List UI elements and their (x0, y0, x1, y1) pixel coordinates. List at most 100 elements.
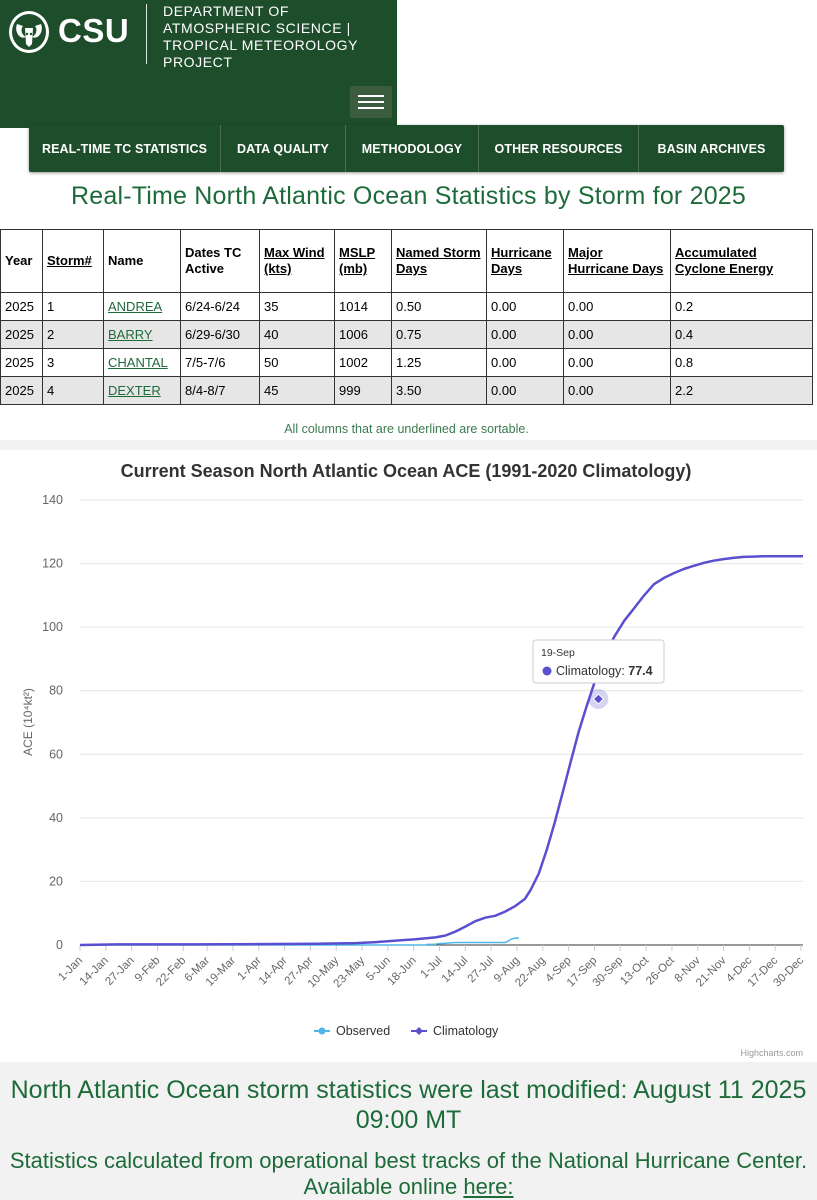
table-cell-named-storm-days: 3.50 (391, 376, 487, 405)
page-title: Real-Time North Atlantic Ocean Statistic… (70, 182, 747, 210)
table-cell-name: CHANTAL (103, 348, 181, 377)
table-cell-name: ANDREA (103, 292, 181, 321)
table-cell-mslp: 1002 (334, 348, 392, 377)
series-line-climatology[interactable] (79, 555, 803, 947)
csu-ram-logo-icon[interactable] (8, 10, 50, 54)
table-cell-storm-number: 1 (42, 292, 104, 321)
table-cell-dates: 6/24-6/24 (180, 292, 260, 321)
department-line: DEPARTMENT OF (163, 3, 290, 19)
table-cell-dates: 8/4-8/7 (180, 376, 260, 405)
table-cell-storm-number: 2 (42, 320, 104, 349)
legend-observed-circle-icon (318, 1027, 326, 1035)
tooltip-colon: : (621, 664, 628, 678)
table-row: 2025 2 BARRY 6/29-6/30 40 1006 0.75 0.00… (0, 320, 813, 349)
legend-climatology-diamond-icon (415, 1027, 423, 1035)
hover-point-diamond-icon[interactable] (592, 693, 605, 705)
hamburger-menu-icon (358, 95, 384, 97)
footer-strip (0, 1062, 817, 1200)
y-axis-label: ACE (10⁴kt²) (21, 688, 35, 756)
nav-item-real-time-tc-statistics[interactable]: REAL-TIME TC STATISTICS (29, 125, 221, 172)
table-cell-ace: 0.4 (670, 320, 813, 349)
source-link[interactable]: here: (463, 1174, 514, 1199)
table-cell-name: DEXTER (103, 376, 181, 405)
table-cell-hurricane-days: 0.00 (486, 376, 564, 405)
series-line-observed[interactable] (80, 937, 519, 946)
table-cell-year: 2025 (0, 292, 43, 321)
y-tick-label: 40 (49, 811, 63, 825)
hamburger-menu-icon (358, 107, 384, 109)
table-cell-storm-number: 3 (42, 348, 104, 377)
department-name: DEPARTMENT OF ATMOSPHERIC SCIENCE | TROP… (163, 3, 393, 71)
series-layer (79, 555, 803, 947)
table-cell-ace: 0.8 (670, 348, 813, 377)
table-cell-ace: 0.2 (670, 292, 813, 321)
table-cell-dates: 6/29-6/30 (180, 320, 260, 349)
table-cell-major-hurricane-days: 0.00 (563, 292, 671, 321)
storm-link[interactable]: ANDREA (108, 299, 163, 314)
x-tick-label: 14-Jul (440, 955, 471, 986)
column-header-major-hurricane-days[interactable]: Major Hurricane Days (563, 229, 671, 293)
hover-marker-layer (588, 688, 609, 709)
legend-item-climatology[interactable]: Climatology (411, 1024, 499, 1038)
column-header-year: Year (0, 229, 43, 293)
nav-item-data-quality[interactable]: DATA QUALITY (221, 125, 346, 172)
table-cell-named-storm-days: 0.75 (391, 320, 487, 349)
table-cell-storm-number: 4 (42, 376, 104, 405)
column-header-mslp[interactable]: MSLP (mb) (334, 229, 392, 293)
table-cell-ace: 2.2 (670, 376, 813, 405)
tooltip: 19-Sep Climatology: 77.4 (532, 639, 665, 684)
tooltip-series-name: Climatology (556, 664, 622, 678)
table-row: 2025 4 DEXTER 8/4-8/7 45 999 3.50 0.00 0… (0, 376, 813, 405)
table-cell-hurricane-days: 0.00 (486, 320, 564, 349)
nav-item-basin-archives[interactable]: BASIN ARCHIVES (657, 141, 766, 156)
table-cell-max-wind: 40 (259, 320, 335, 349)
table-cell-max-wind: 45 (259, 376, 335, 405)
table-cell-max-wind: 50 (259, 348, 335, 377)
table-cell-max-wind: 35 (259, 292, 335, 321)
column-header-hurricane-days[interactable]: Hurricane Days (486, 229, 564, 293)
source-text-block: Statistics calculated from operational b… (0, 1148, 817, 1200)
column-header-named-storm-days[interactable]: Named Storm Days (391, 229, 487, 293)
table-row: 2025 1 ANDREA 6/24-6/24 35 1014 0.50 0.0… (0, 292, 813, 321)
table-cell-year: 2025 (0, 376, 43, 405)
table-cell-major-hurricane-days: 0.00 (563, 348, 671, 377)
hamburger-menu-button[interactable] (350, 86, 392, 118)
tooltip-box (532, 639, 665, 684)
column-header-storm-number[interactable]: Storm# (42, 229, 104, 293)
storm-link[interactable]: BARRY (108, 327, 153, 342)
storm-statistics-table: Year Storm# Name Dates TC Active Max Win… (0, 229, 813, 405)
y-tick-label: 0 (56, 938, 63, 952)
x-tick-labels: 1-Jan14-Jan27-Jan9-Feb22-Feb6-Mar19-Mar1… (56, 954, 806, 990)
tooltip-date: 19-Sep (541, 647, 575, 659)
table-cell-named-storm-days: 1.25 (391, 348, 487, 377)
legend-item-observed[interactable]: Observed (314, 1024, 390, 1038)
nav-item-other-resources[interactable]: OTHER RESOURCES (479, 125, 639, 172)
chart-top-strip (0, 440, 817, 450)
last-modified-text: North Atlantic Ocean storm statistics we… (10, 1076, 807, 1134)
y-tick-label: 80 (49, 684, 63, 698)
table-cell-hurricane-days: 0.00 (486, 348, 564, 377)
column-header-max-wind[interactable]: Max Wind (kts) (259, 229, 335, 293)
table-cell-mslp: 1006 (334, 320, 392, 349)
logo-divider (146, 4, 147, 64)
table-cell-year: 2025 (0, 348, 43, 377)
chart-title: Current Season North Atlantic Ocean ACE … (121, 461, 692, 481)
main-nav: REAL-TIME TC STATISTICS DATA QUALITY MET… (29, 125, 784, 172)
highcharts-credit[interactable]: Highcharts.com (740, 1048, 803, 1058)
storm-link[interactable]: CHANTAL (108, 355, 168, 370)
storm-link[interactable]: DEXTER (108, 383, 161, 398)
x-tick-label: 22-Feb (154, 955, 188, 989)
tooltip-series-dot-icon (542, 666, 552, 676)
x-tick-label: 26-Oct (644, 954, 677, 987)
table-cell-year: 2025 (0, 320, 43, 349)
table-cell-mslp: 999 (334, 376, 392, 405)
ace-chart-panel: Current Season North Atlantic Ocean ACE … (0, 450, 817, 1062)
column-header-ace[interactable]: Accumulated Cyclone Energy (670, 229, 813, 293)
department-line: PROJECT (163, 54, 233, 70)
y-tick-label: 60 (49, 747, 63, 761)
column-header-dates-active: Dates TC Active (180, 229, 260, 293)
table-cell-mslp: 1014 (334, 292, 392, 321)
chart-legend: Observed Climatology (314, 1024, 499, 1038)
nav-item-methodology[interactable]: METHODOLOGY (346, 125, 479, 172)
csu-logo-text[interactable]: CSU (58, 12, 130, 49)
